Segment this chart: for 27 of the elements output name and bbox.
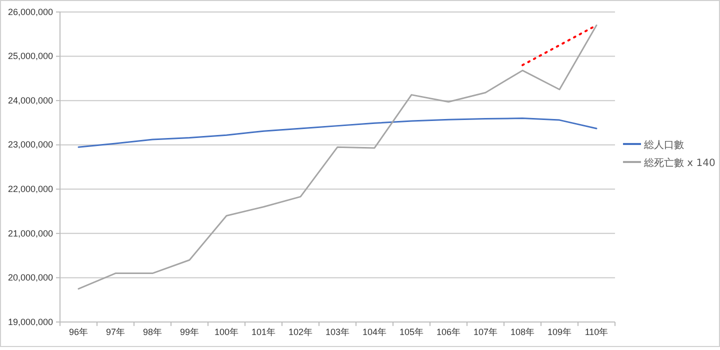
legend-label: 総人口數 — [643, 139, 684, 151]
x-tick-label: 104年 — [362, 326, 387, 337]
x-tick-label: 99年 — [180, 326, 200, 337]
y-tick-label: 23,000,000 — [8, 140, 53, 150]
x-tick-label: 102年 — [288, 326, 313, 337]
x-tick-label: 105年 — [399, 326, 424, 337]
x-tick-label: 101年 — [251, 326, 276, 337]
x-tick-label: 100年 — [214, 326, 239, 337]
x-tick-label: 109年 — [547, 326, 572, 337]
y-tick-label: 26,000,000 — [8, 6, 53, 17]
line-series — [78, 118, 598, 148]
line-series — [78, 24, 598, 290]
x-tick-label: 98年 — [142, 326, 162, 337]
x-tick-label: 106年 — [436, 326, 461, 337]
x-tick-label: 96年 — [68, 326, 88, 337]
y-tick-label: 25,000,000 — [8, 51, 53, 62]
y-tick-label: 24,000,000 — [8, 95, 53, 106]
x-tick-label: 108年 — [510, 326, 535, 337]
y-tick-label: 19,000,000 — [8, 316, 53, 327]
legend-label: 総死亡數 x 140 — [643, 157, 716, 169]
x-tick-label: 107年 — [473, 326, 498, 337]
y-tick-label: 21,000,000 — [8, 228, 53, 238]
x-tick-label: 110年 — [584, 326, 608, 337]
x-tick-label: 97年 — [106, 326, 126, 337]
x-tick-label: 103年 — [325, 326, 350, 337]
y-tick-label: 22,000,000 — [8, 184, 53, 194]
y-tick-label: 20,000,000 — [8, 272, 53, 283]
